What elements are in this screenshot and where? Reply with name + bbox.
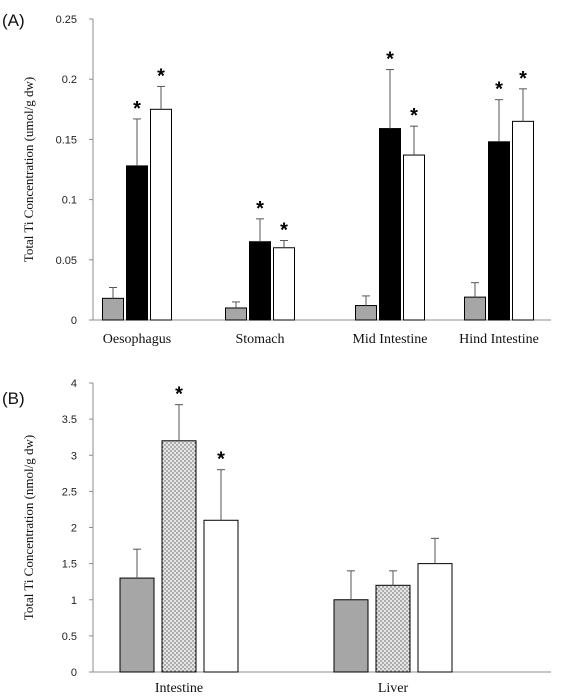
bar: [379, 128, 401, 321]
bar: [464, 296, 486, 321]
significance-marker: *: [386, 49, 394, 71]
bar: [161, 440, 197, 673]
bar: [150, 108, 172, 321]
significance-marker: *: [410, 105, 418, 127]
bar: [225, 307, 247, 321]
category-label: Oesophagus: [103, 332, 171, 347]
y-tick-label: 0.5: [62, 631, 77, 643]
bar: [512, 120, 534, 321]
y-tick-label: 3: [71, 450, 77, 462]
bar: [119, 577, 155, 673]
significance-marker: *: [519, 68, 527, 90]
bar: [488, 141, 510, 321]
y-tick-label: 1: [71, 595, 77, 607]
panel-b: (B) 0 0.5 1 1.5 2 2.5 3 3.5 4 Total Ti Concentrati…: [2, 378, 551, 696]
y-tick-label: 0.2: [62, 74, 77, 86]
category-label: Mid Intestine: [352, 332, 427, 347]
significance-marker: *: [217, 449, 225, 471]
bar: [203, 519, 239, 673]
bar: [403, 154, 425, 321]
significance-marker: *: [495, 79, 503, 101]
bar: [417, 563, 453, 673]
y-tick-label: 4: [71, 378, 77, 390]
bar: [102, 297, 124, 321]
significance-marker: *: [280, 220, 288, 242]
y-axis-label: Total Ti Concentration (umol/g dw): [21, 77, 36, 262]
bar: [126, 165, 148, 321]
y-tick-label: 0.25: [56, 14, 77, 26]
y-tick-label: 2: [71, 523, 77, 535]
significance-marker: *: [175, 384, 183, 406]
y-tick-label: 0: [71, 667, 77, 679]
y-tick-label: 2.5: [62, 486, 77, 498]
category-label: Stomach: [236, 332, 285, 347]
bar: [333, 599, 369, 673]
y-tick-label: 1.5: [62, 559, 77, 571]
y-tick-label: 0.15: [56, 134, 77, 146]
significance-marker: *: [157, 65, 165, 87]
bar: [273, 247, 295, 321]
panel-label: (A): [2, 11, 25, 30]
category-label: Liver: [378, 681, 409, 696]
y-tick-label: 0.1: [62, 195, 77, 207]
panel-label: (B): [2, 389, 25, 408]
significance-marker: *: [256, 198, 264, 220]
bar: [249, 241, 271, 321]
y-tick-label: 0: [71, 315, 77, 327]
significance-marker: *: [133, 98, 141, 120]
category-label: Intestine: [155, 681, 203, 696]
bar: [375, 584, 411, 673]
category-label: Hind Intestine: [459, 332, 539, 347]
y-axis-label: Total Ti Concentration (nmol/g dw): [21, 435, 36, 620]
panel-a: (A) 0 0.05 0.1 0.15 0.2 0.25 Total Ti Concentra…: [2, 11, 551, 347]
y-tick-label: 0.05: [56, 255, 77, 267]
bar: [355, 305, 377, 321]
y-tick-label: 3.5: [62, 414, 77, 426]
